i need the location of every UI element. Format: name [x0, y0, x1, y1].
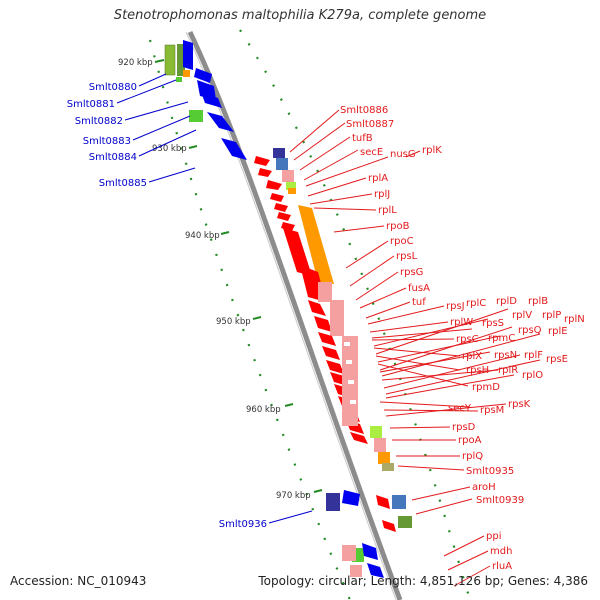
gene-label: rpsL [396, 251, 418, 262]
gene-label: rplQ [462, 451, 483, 462]
gene-label: rpmD [472, 382, 500, 393]
gene-label: rplB [528, 296, 548, 307]
gene-label: Smlt0881 [67, 99, 115, 110]
gene-label: Smlt0886 [340, 105, 388, 116]
gene-label: rpoB [386, 221, 410, 232]
gene-label: secY [448, 403, 472, 414]
gene-track-left [164, 40, 384, 578]
gene-label: rpsQ [518, 325, 542, 336]
gene-label: aroH [472, 482, 496, 493]
gene-label: rplX [462, 351, 482, 362]
gene-label: ppi [486, 531, 501, 542]
gene-label: rpsC [456, 334, 479, 345]
gene-label: Smlt0884 [89, 152, 137, 163]
gene-label: rplO [522, 370, 543, 381]
gene-label: rplC [466, 298, 486, 309]
gene-label: rplL [378, 205, 397, 216]
accession-label: Accession: NC_010943 [10, 574, 147, 588]
gene-label: Smlt0935 [466, 466, 514, 477]
gene-label: rplP [542, 310, 561, 321]
kbp-label: 950 kbp [216, 317, 251, 327]
gene-label: rpsJ [446, 301, 465, 312]
gene-label: tufB [352, 133, 373, 144]
gene-label: nusG [390, 149, 416, 160]
gene-label: rplN [564, 314, 585, 325]
gene-label: rpoC [390, 236, 414, 247]
gene-label: rluA [492, 561, 512, 572]
kbp-scale: 920 kbp 930 kbp 940 kbp 950 kbp 960 kbp … [118, 58, 323, 501]
gene-label: mdh [490, 546, 512, 557]
gene-label: Smlt0887 [346, 119, 394, 130]
gene-label: rpsE [546, 354, 568, 365]
gene-label: rpsG [400, 267, 423, 278]
gene-label: rpmC [488, 333, 515, 344]
gene-label: rplF [524, 350, 543, 361]
gene-label: rpsN [494, 350, 517, 361]
kbp-label: 920 kbp [118, 58, 153, 68]
gene-label: secE [360, 147, 383, 158]
gene-label: rplW [450, 317, 473, 328]
gene-label: rplK [422, 145, 442, 156]
gene-label: rplE [548, 326, 568, 337]
gene-label: rpoA [458, 435, 482, 446]
gene-label: rpsK [508, 399, 531, 410]
gene-label: rplR [498, 365, 518, 376]
kbp-label: 960 kbp [246, 405, 281, 415]
gene-label: rplV [512, 310, 532, 321]
left-gene-labels: Smlt0880 Smlt0881 Smlt0882 Smlt0883 Smlt… [67, 73, 313, 530]
gene-label: rplA [368, 173, 388, 184]
kbp-label: 970 kbp [276, 491, 311, 501]
gene-label: Smlt0885 [99, 178, 147, 189]
gene-label: tuf [412, 297, 426, 308]
gene-label: rplD [496, 296, 517, 307]
genome-backbone [187, 30, 403, 600]
right-gene-labels [289, 109, 541, 587]
gene-label: Smlt0880 [89, 82, 137, 93]
kbp-label: 940 kbp [185, 231, 220, 241]
genome-summary: Topology: circular; Length: 4,851,126 bp… [258, 574, 588, 588]
genome-title: Stenotrophomonas maltophilia K279a, comp… [113, 8, 487, 23]
gene-label: rpsH [466, 365, 489, 376]
gene-label: rpsD [452, 422, 476, 433]
gene-label: rpsM [480, 405, 504, 416]
gene-label: rpsS [482, 318, 504, 329]
gene-label: Smlt0882 [75, 116, 123, 127]
gene-label: rplJ [374, 189, 390, 200]
kbp-label: 930 kbp [152, 144, 187, 154]
gene-label: Smlt0883 [83, 136, 131, 147]
gene-label: fusA [408, 283, 430, 294]
right-gene-label-text: Smlt0886 Smlt0887 tufB secE nusG rplK rp… [340, 105, 585, 572]
gene-label: Smlt0936 [219, 519, 267, 530]
gene-label: Smlt0939 [476, 495, 524, 506]
gene-track-right [254, 148, 412, 577]
